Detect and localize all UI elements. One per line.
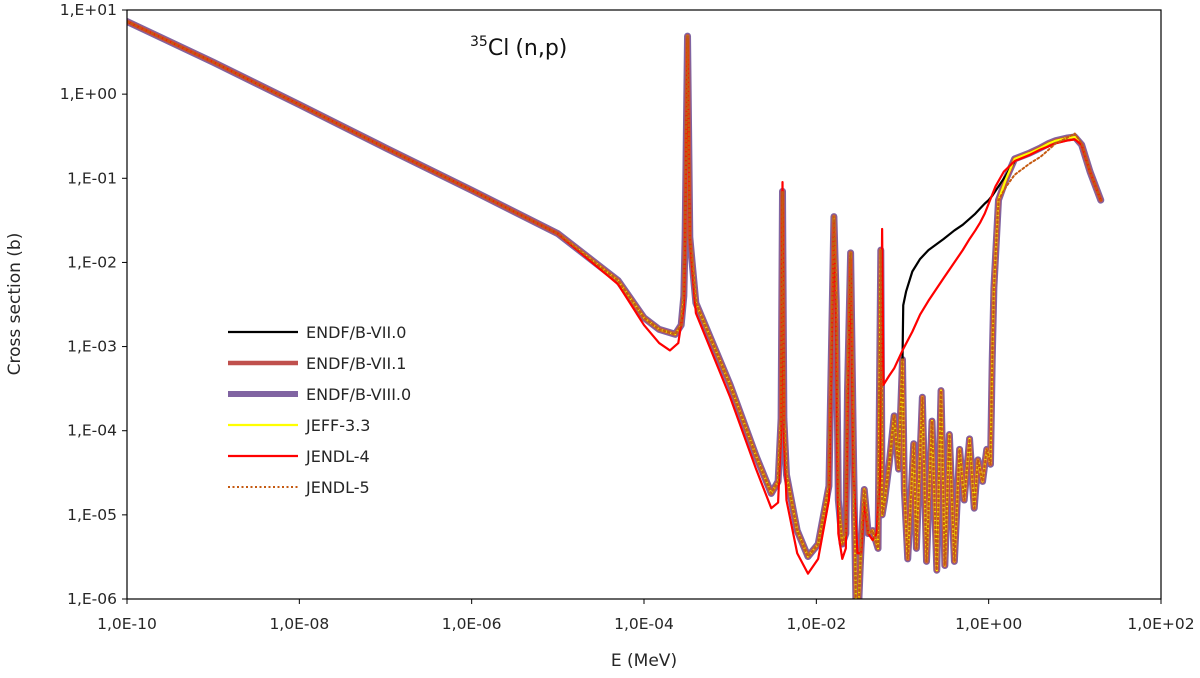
x-tick-label: 1,0E-08 (269, 615, 329, 633)
x-axis-title: E (MeV) (611, 651, 677, 671)
chart-title-mass-number: 35 (470, 34, 488, 50)
y-axis-title: Cross section (b) (5, 233, 25, 376)
x-tick-label: 1,0E-06 (442, 615, 502, 633)
legend: ENDF/B-VII.0 ENDF/B-VII.1 ENDF/B-VIII.0 JEF… (228, 323, 411, 497)
y-tick-label: 1,E+01 (60, 1, 117, 19)
series-line-jendl-5 (127, 20, 1102, 599)
y-tick-label: 1,E+00 (60, 85, 117, 103)
y-tick-label: 1,E-01 (67, 169, 117, 187)
y-tick-label: 1,E-03 (67, 338, 117, 356)
x-axis: 1,0E-10 1,0E-08 1,0E-06 1,0E-04 1,0E-02 1,0E+… (97, 599, 1195, 633)
y-tick-label: 1,E-02 (67, 253, 117, 271)
x-tick-label: 1,0E+00 (955, 615, 1022, 633)
y-tick-label: 1,E-05 (67, 506, 117, 524)
x-tick-label: 1,0E-10 (97, 615, 157, 633)
x-tick-label: 1,0E-04 (614, 615, 674, 633)
chart-title-reaction: (n,p) (515, 36, 567, 61)
y-axis: 1,E-06 1,E-05 1,E-04 1,E-03 1,E-02 1,E-01 1,E+… (60, 1, 127, 608)
legend-label-endf-b-vii-0: ENDF/B-VII.0 (306, 323, 406, 342)
series-layer (127, 18, 1105, 599)
legend-label-endf-b-vii-1: ENDF/B-VII.1 (306, 354, 406, 373)
legend-label-jendl-5: JENDL-5 (305, 478, 370, 497)
x-tick-label: 1,0E+02 (1127, 615, 1194, 633)
legend-label-jeff-3-3: JEFF-3.3 (305, 416, 370, 435)
legend-label-endf-b-viii-0: ENDF/B-VIII.0 (306, 385, 411, 404)
chart-title: 35Cl (n,p) (470, 34, 567, 61)
y-tick-label: 1,E-04 (67, 422, 117, 440)
x-tick-label: 1,0E-02 (786, 615, 846, 633)
chart-title-nuclide-symbol: Cl (488, 36, 509, 61)
legend-label-jendl-4: JENDL-4 (305, 447, 370, 466)
y-tick-label: 1,E-06 (67, 590, 117, 608)
